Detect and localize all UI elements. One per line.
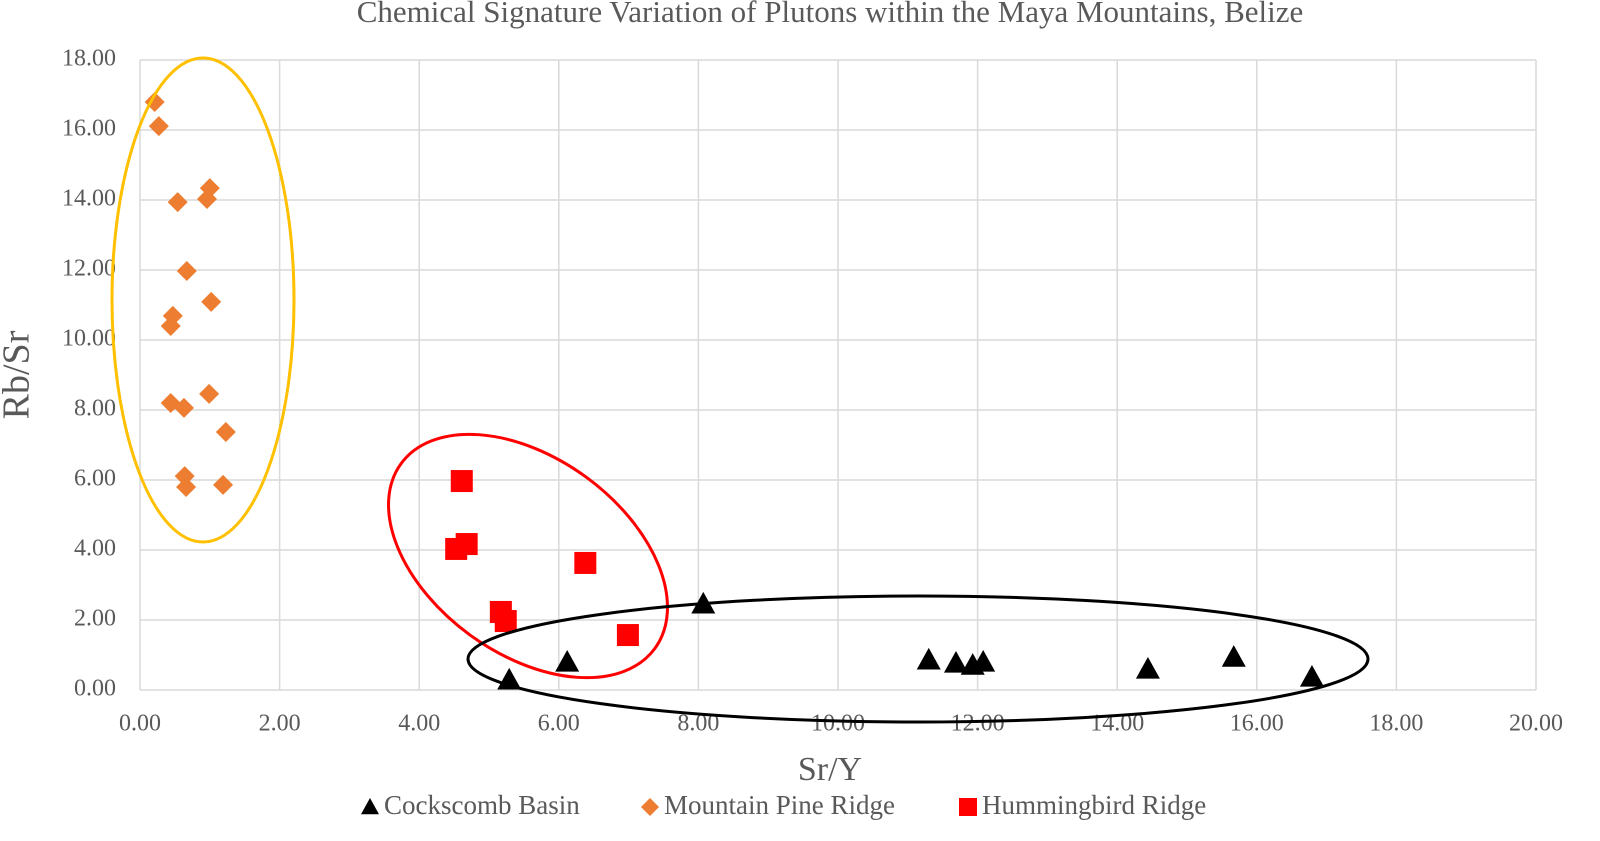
y-tick-label: 16.00	[62, 116, 116, 142]
diamond-point	[176, 477, 197, 497]
x-tick-label: 4.00	[398, 711, 440, 737]
square-point	[455, 533, 478, 556]
legend-label: Hummingbird Ridge	[982, 790, 1206, 820]
triangle-point	[916, 647, 941, 670]
triangle-point	[555, 650, 580, 672]
x-tick-label: 0.00	[119, 711, 161, 737]
legend-label: Cockscomb Basin	[384, 790, 580, 820]
legend-marker	[959, 798, 977, 816]
square-point	[616, 624, 639, 647]
legend: Cockscomb Basin Mountain Pine Ridge Hummin…	[361, 790, 1206, 820]
x-tick-label: 16.00	[1230, 711, 1284, 737]
group-ellipse	[110, 56, 296, 544]
legend-label: Mountain Pine Ridge	[664, 790, 895, 820]
x-tick-label: 18.00	[1369, 711, 1423, 737]
diamond-point	[160, 316, 181, 336]
y-tick-label: 0.00	[74, 676, 116, 702]
y-tick-label: 18.00	[62, 46, 116, 72]
diamond-point	[176, 261, 197, 282]
triangle-point	[943, 651, 968, 673]
x-axis-title: Sr/Y	[798, 751, 862, 788]
y-tick-label: 4.00	[74, 536, 116, 562]
points	[144, 92, 1324, 690]
square-point	[574, 551, 597, 574]
y-tick-label: 14.00	[62, 186, 116, 212]
legend-marker	[361, 798, 379, 815]
y-tick-label: 12.00	[62, 256, 116, 282]
square-point	[450, 470, 473, 493]
diamond-point	[173, 397, 194, 418]
annotations	[110, 56, 1370, 724]
diamond-point	[197, 188, 218, 209]
y-tick-label: 6.00	[74, 466, 116, 492]
triangle-point	[971, 650, 996, 672]
diamond-point	[213, 474, 234, 495]
triangle-point	[1135, 657, 1160, 679]
diamond-point	[167, 192, 188, 213]
x-tick-label: 6.00	[538, 711, 580, 737]
x-tick-label: 20.00	[1509, 711, 1563, 737]
y-tick-label: 2.00	[74, 606, 116, 632]
diamond-point	[199, 383, 220, 404]
diamond-point	[215, 422, 236, 443]
y-tick-label: 8.00	[74, 396, 116, 422]
x-tick-label: 12.00	[951, 711, 1005, 737]
legend-marker	[641, 798, 659, 816]
y-axis-title: Rb/Sr	[0, 330, 38, 419]
group-ellipse	[387, 432, 669, 680]
group-ellipse	[466, 594, 1370, 724]
grid: 0.00 2.00 4.00 6.00 8.00 10.00 12.00 14.00 16.00…	[62, 46, 1563, 737]
x-tick-label: 2.00	[259, 711, 301, 737]
triangle-point	[1221, 645, 1246, 667]
triangle-point	[1299, 665, 1324, 687]
chart-title: Chemical Signature Variation of Plutons …	[357, 0, 1304, 29]
x-tick-label: 10.00	[811, 711, 865, 737]
diamond-point	[148, 116, 169, 137]
diamond-point	[201, 291, 222, 312]
y-tick-label: 10.00	[62, 326, 116, 352]
square-point	[494, 610, 517, 633]
